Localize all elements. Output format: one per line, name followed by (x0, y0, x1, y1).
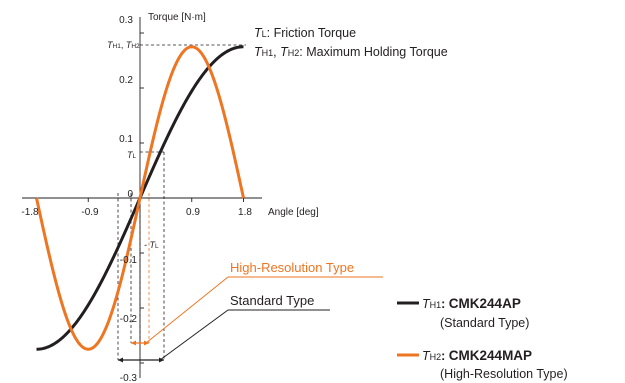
th-definition: TH1, TH2: Maximum Holding Torque (254, 45, 448, 59)
x-tick-label: 0.9 (186, 207, 200, 218)
y-tick-label: 0.1 (119, 134, 133, 145)
tl-definition: TL: Friction Torque (254, 26, 356, 40)
standard-arrow-right (159, 357, 164, 363)
y-tick-label: 0.2 (119, 75, 133, 86)
y-marker-tl-label: TL (127, 150, 137, 160)
standard-callout: Standard Type (118, 293, 330, 363)
x-tick-label: 1.8 (238, 207, 252, 218)
legend-label: TH2: CMK244MAP (422, 348, 532, 363)
legend: TH1: CMK244AP (Standard Type) TH2: CMK24… (397, 296, 568, 381)
y-axis-label: Torque [N·m] (148, 12, 206, 23)
standard-label: Standard Type (230, 293, 314, 308)
legend-sublabel: (High-Resolution Type) (440, 367, 568, 381)
y-marker-neg-tl-label: - TL (144, 240, 159, 250)
axes (22, 17, 262, 378)
legend-sublabel: (Standard Type) (440, 316, 529, 330)
y-tick-label: -0.3 (120, 373, 138, 383)
legend-label: TH1: CMK244AP (422, 296, 521, 311)
y-tick-label: -0.2 (120, 314, 138, 325)
high-res-callout: High-Resolution Type (131, 260, 383, 346)
y-tick-label: 0 (127, 189, 133, 200)
x-tick-label: -0.9 (81, 207, 99, 218)
tick-marks (36, 32, 244, 364)
high-res-arrow-left (131, 340, 136, 346)
y-tick-label: -0.1 (120, 255, 138, 266)
y-tick-label: 0.3 (119, 15, 133, 26)
standard-leader (159, 309, 229, 361)
y-marker-th-label: TH1, TH2 (107, 40, 140, 50)
legend-item-cmk244map: TH2: CMK244MAP (High-Resolution Type) (397, 348, 568, 381)
standard-arrow-left (118, 357, 123, 363)
high-res-leader (145, 276, 229, 344)
x-axis-label: Angle [deg] (268, 207, 319, 218)
x-tick-label: -1.8 (21, 207, 39, 218)
legend-item-cmk244ap: TH1: CMK244AP (Standard Type) (397, 296, 529, 330)
high-res-arrow-right (144, 340, 149, 346)
series-line-cmk244map (35, 45, 245, 351)
high-res-label: High-Resolution Type (230, 260, 354, 275)
